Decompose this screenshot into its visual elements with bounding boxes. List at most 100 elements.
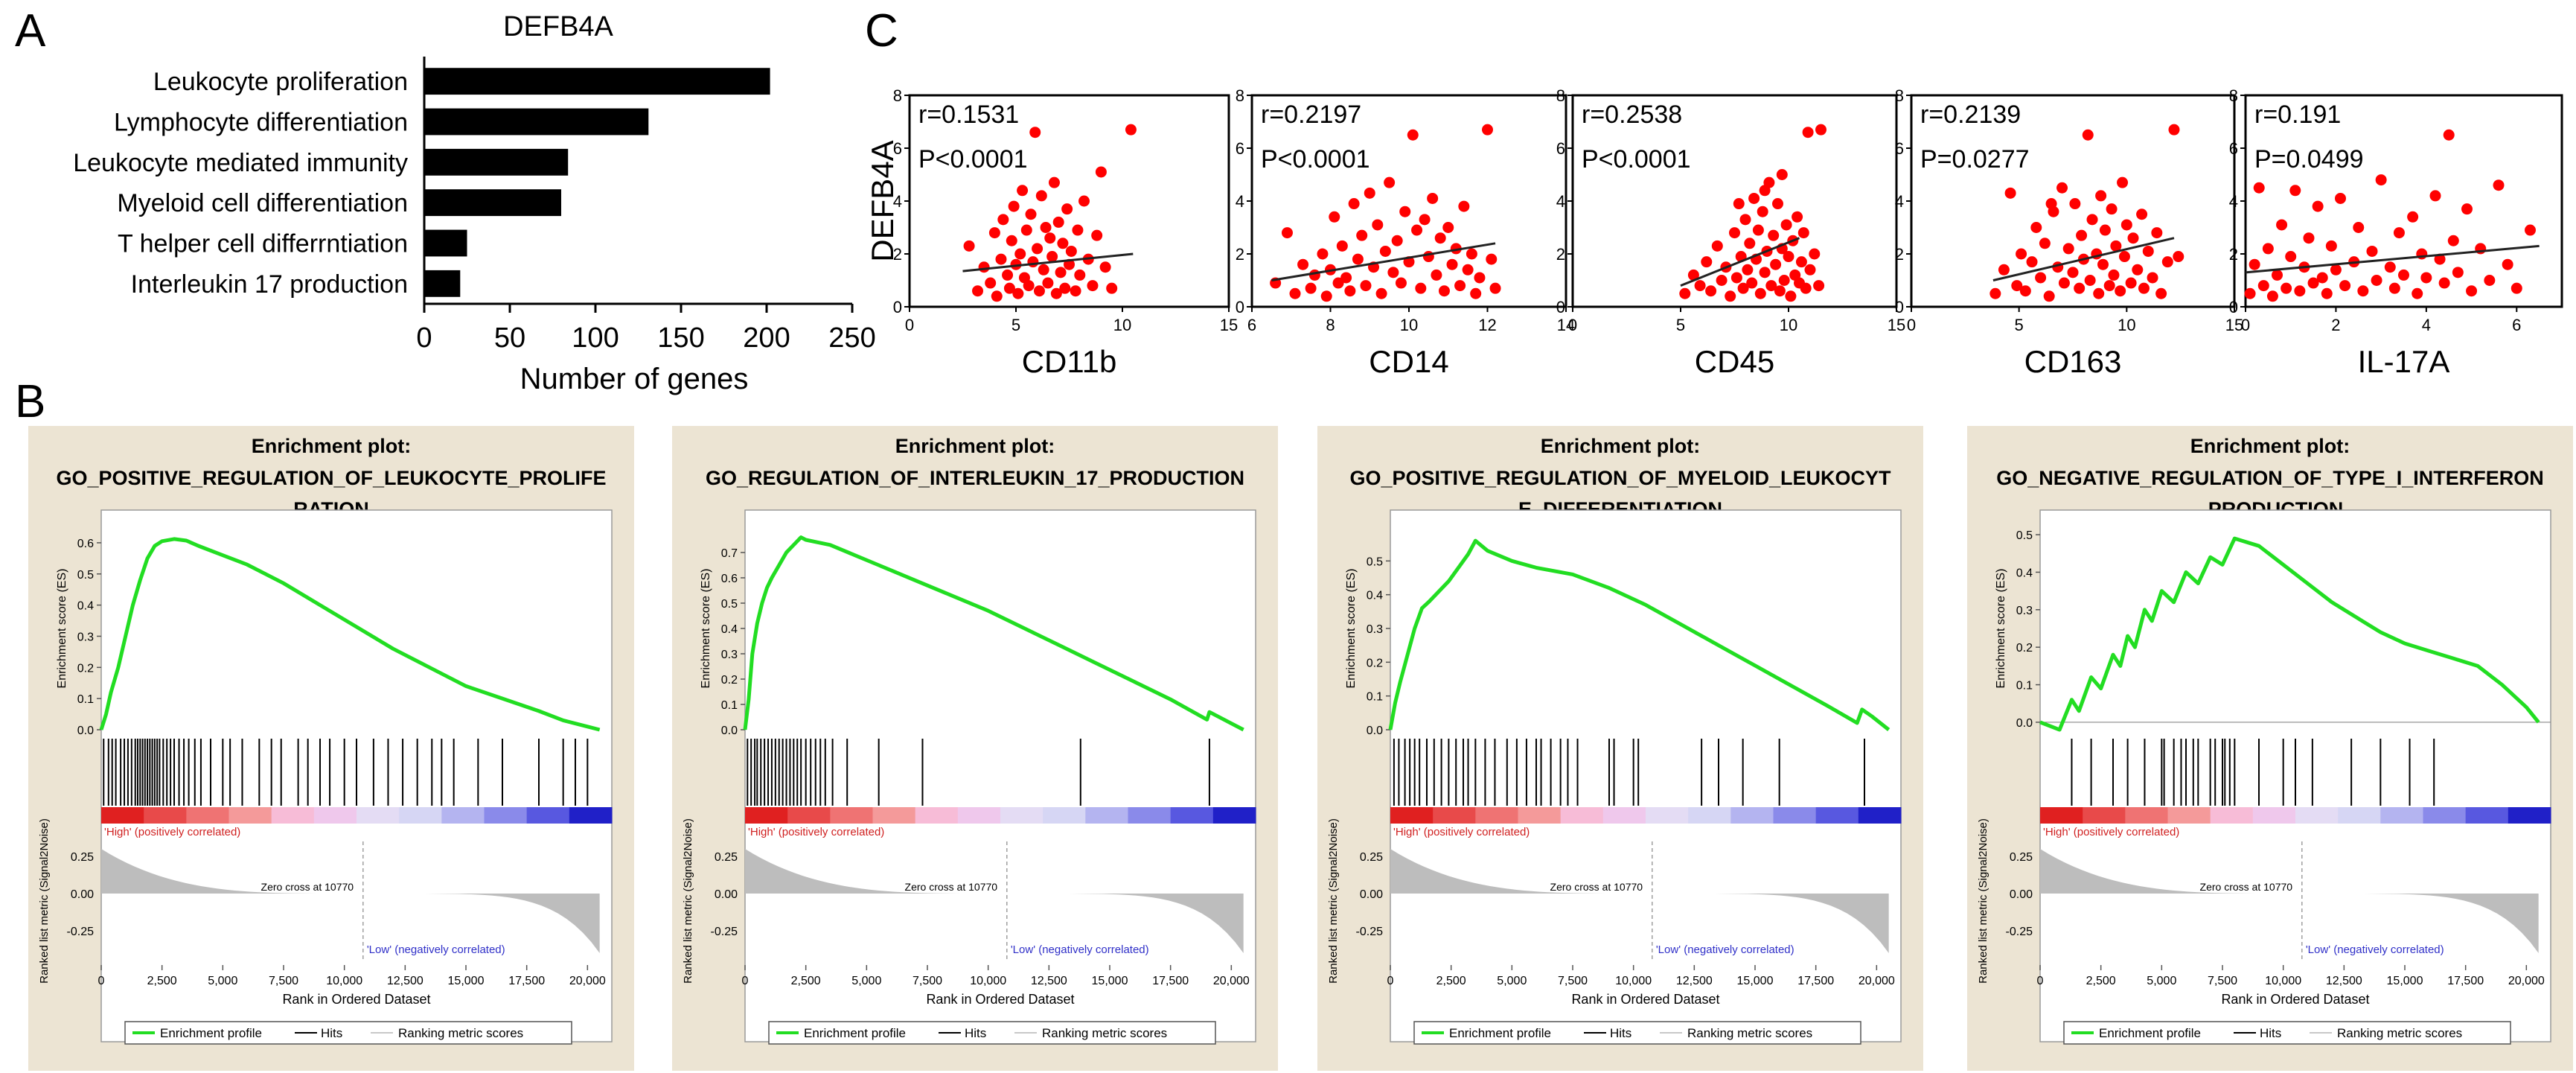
x-tick-label: 100 <box>572 322 619 354</box>
rank-color-segment <box>569 807 613 824</box>
rank-color-segment <box>1128 807 1172 824</box>
data-point <box>1395 277 1407 289</box>
y-tick-label: 8 <box>893 86 902 105</box>
data-point <box>1074 269 1086 281</box>
metric-y-tick-label: 0.00 <box>71 888 94 901</box>
data-point <box>1765 280 1777 292</box>
data-point <box>991 290 1003 302</box>
rank-color-segment <box>2508 807 2551 824</box>
data-point <box>2285 251 2297 263</box>
data-point <box>2253 182 2265 194</box>
data-point <box>997 214 1009 226</box>
rank-color-segment <box>313 807 357 824</box>
bar <box>424 108 649 136</box>
es-y-tick-label: 0.1 <box>1367 691 1383 704</box>
rank-x-tick-label: 15,000 <box>1737 975 1774 987</box>
data-point <box>2339 280 2351 292</box>
scatter-x-axis-label: CD163 <box>2024 344 2122 379</box>
rank-color-segment <box>357 807 400 824</box>
data-point <box>2103 280 2115 292</box>
data-point <box>2084 275 2096 286</box>
data-point <box>2056 182 2068 194</box>
rank-color-segment <box>957 807 1001 824</box>
es-y-tick-label: 0.3 <box>2016 605 2033 617</box>
data-point <box>1332 277 1344 289</box>
data-point <box>1375 287 1387 299</box>
es-y-tick-label: 0.4 <box>77 600 94 613</box>
gsea-gene-set-name: GO_POSITIVE_REGULATION_OF_MYELOID_LEUKOC… <box>1349 467 1891 489</box>
x-tick-label: 14 <box>1557 316 1575 334</box>
data-point <box>1815 124 1826 136</box>
data-point <box>1391 235 1403 246</box>
x-tick-label: 10 <box>1113 316 1131 334</box>
data-point <box>1486 253 1498 265</box>
es-y-tick-label: 0.5 <box>2016 529 2033 542</box>
data-point <box>2312 200 2324 212</box>
rank-color-segment <box>2167 807 2211 824</box>
data-point <box>2429 190 2441 202</box>
gsea-plot-area <box>1390 509 1902 1042</box>
y-tick-label: 4 <box>1556 192 1565 211</box>
data-point <box>2371 275 2382 286</box>
data-point <box>1059 282 1071 294</box>
data-point <box>1725 290 1736 302</box>
gsea-title: Enrichment plot: <box>1541 435 1701 457</box>
gsea-enrichment-plots: Enrichment plot: GO_POSITIVE_REGULATION_O… <box>28 426 2573 1071</box>
rank-x-tick-label: 20,000 <box>1859 975 1895 987</box>
data-point <box>2262 243 2274 255</box>
y-tick-label: 6 <box>1895 139 1904 158</box>
data-point <box>1462 264 1474 276</box>
gsea-legend <box>2063 1021 2511 1045</box>
gsea-title: Enrichment plot: <box>895 435 1055 457</box>
rank-x-tick-label: 12,500 <box>1676 975 1713 987</box>
rank-x-tick-label: 2,500 <box>791 975 821 987</box>
data-point <box>1050 287 1062 299</box>
es-y-axis-label: Enrichment score (ES) <box>56 569 68 689</box>
rank-x-tick-label: 0 <box>742 975 749 987</box>
data-point <box>1458 200 1470 212</box>
legend-label-hits: Hits <box>2260 1026 2281 1040</box>
es-y-tick-label: 0.1 <box>721 699 738 712</box>
metric-y-tick-label: 0.25 <box>2010 851 2033 864</box>
scatter-x-axis-label: CD11b <box>1022 344 1117 379</box>
data-point <box>2434 253 2446 265</box>
y-tick-label: 2 <box>1895 245 1904 264</box>
y-tick-label: 6 <box>1236 139 1244 158</box>
rank-color-segment <box>2380 807 2423 824</box>
rank-x-tick-label: 5,000 <box>851 975 881 987</box>
gsea-title: Enrichment plot: <box>2190 435 2350 457</box>
rank-color-segment <box>1085 807 1128 824</box>
rank-color-segment <box>271 807 315 824</box>
data-point <box>2110 240 2122 252</box>
gsea-legend <box>768 1021 1216 1045</box>
data-point <box>2276 219 2288 231</box>
rank-x-tick-label: 0 <box>98 975 105 987</box>
data-point <box>1470 287 1482 299</box>
panel-label-a: A <box>15 5 46 57</box>
rank-color-segment <box>1390 807 1434 824</box>
data-point <box>1012 287 1024 299</box>
es-y-tick-label: 0.6 <box>77 538 94 550</box>
data-point <box>1336 240 1348 252</box>
panel-label-c: C <box>865 5 898 57</box>
es-y-tick-label: 0.1 <box>77 693 94 706</box>
data-point <box>1780 219 1792 231</box>
legend-label-enrichment: Enrichment profile <box>2099 1026 2201 1040</box>
rank-color-segment <box>787 807 831 824</box>
data-point <box>1035 190 1047 202</box>
gsea-gene-set-name: GO_NEGATIVE_REGULATION_OF_TYPE_I_INTERFE… <box>1996 467 2544 489</box>
data-point <box>2004 187 2016 199</box>
zero-cross-label: Zero cross at 10770 <box>261 881 354 893</box>
y-tick-label: 8 <box>1556 86 1565 105</box>
data-point <box>1078 195 1090 207</box>
rank-x-axis-label: Rank in Ordered Dataset <box>1571 992 1719 1007</box>
data-point <box>1399 206 1411 217</box>
metric-y-tick-label: -0.25 <box>2006 926 2033 938</box>
data-point <box>1772 198 1783 210</box>
metric-y-tick-label: 0.00 <box>1360 888 1383 901</box>
data-point <box>1785 290 1797 302</box>
data-point <box>1442 222 1454 233</box>
data-point <box>1705 285 1717 297</box>
metric-y-tick-label: -0.25 <box>711 926 738 938</box>
scatter-x-axis-label: CD45 <box>1695 344 1774 379</box>
